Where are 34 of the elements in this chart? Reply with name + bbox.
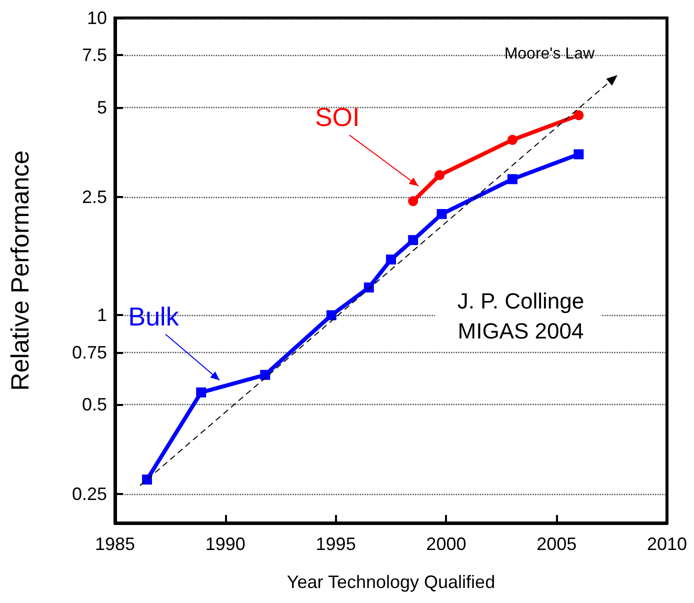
- point: [436, 209, 447, 220]
- y-tick-label: 1: [96, 305, 107, 326]
- point: [408, 235, 418, 246]
- point: [142, 474, 152, 485]
- point: [386, 254, 396, 264]
- x-tick-label: 1995: [316, 534, 356, 554]
- x-tick-label: 1985: [94, 534, 136, 554]
- annotation: Moore's Law: [504, 45, 595, 62]
- point: [364, 282, 374, 292]
- point: [434, 170, 445, 180]
- point: [260, 370, 270, 380]
- y-tick-label: 0.25: [72, 484, 107, 504]
- x-tick-label: 2010: [646, 534, 688, 554]
- text: SOI: [314, 102, 360, 132]
- point: [507, 174, 518, 184]
- x-tick-label: 2005: [536, 534, 577, 554]
- y-tick-label: 7.5: [82, 45, 107, 66]
- y-tick-label: 0.75: [72, 342, 107, 362]
- point: [326, 310, 336, 320]
- point: [574, 110, 584, 120]
- y-tick-label: 2.5: [82, 186, 107, 207]
- point: [408, 196, 418, 206]
- y-tick-label: 0.5: [82, 394, 107, 415]
- x-tick-label: 1990: [205, 534, 246, 554]
- text: Bulk: [128, 301, 180, 332]
- point: [196, 387, 206, 398]
- y-axis-title: Relative Performance: [6, 150, 34, 391]
- y-tick-label: 5: [96, 97, 107, 118]
- point: [574, 149, 584, 160]
- point: [507, 134, 518, 145]
- annotation: J. P. Collinge MIGAS 2004: [457, 288, 584, 344]
- x-tick-label: 2000: [426, 534, 466, 554]
- y-tick-label: 10: [86, 8, 107, 28]
- x-axis-title: Year Technology Qualified: [286, 572, 496, 592]
